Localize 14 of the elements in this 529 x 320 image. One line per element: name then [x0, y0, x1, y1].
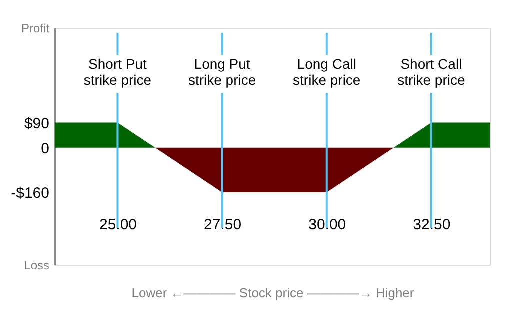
x-tick-label: 32.50 — [413, 216, 451, 234]
x-tick-label: 30.00 — [308, 216, 346, 234]
y-tick-label: Profit — [21, 22, 50, 36]
ref-line-label: Short Put strike price — [84, 56, 152, 88]
y-tick-label: $90 — [24, 115, 50, 132]
ref-line-label: Long Call strike price — [293, 56, 361, 88]
ref-line-label: Long Put strike price — [188, 56, 256, 88]
ref-line-label: Short Call strike price — [398, 56, 466, 88]
y-tick-label: Loss — [24, 258, 50, 272]
x-tick-label: 25.00 — [99, 216, 138, 234]
y-tick-label: -$160 — [11, 185, 50, 202]
x-axis-title: Lower ←———— Stock price ————→ Higher — [132, 286, 415, 300]
x-tick-label: 27.50 — [204, 216, 242, 234]
y-tick-label: 0 — [41, 140, 50, 158]
